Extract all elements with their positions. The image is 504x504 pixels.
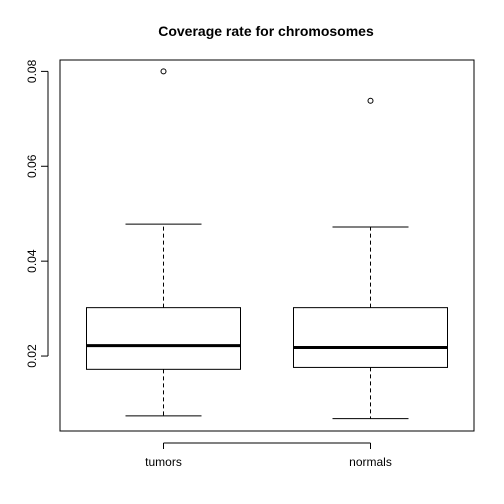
y-tick-label: 0.06 (25, 154, 39, 178)
box-normals (293, 97, 448, 420)
x-tick-label: normals (349, 455, 392, 469)
x-axis: tumors normals (145, 442, 392, 469)
outlier-point (160, 68, 167, 75)
boxes (86, 68, 448, 420)
box-tumors (86, 68, 241, 417)
iqr-box (293, 307, 448, 368)
y-tick-label: 0.08 (25, 59, 39, 83)
y-tick-label: 0.04 (25, 249, 39, 273)
chart-title: Coverage rate for chromosomes (158, 23, 374, 39)
outlier-point (367, 97, 374, 104)
plot-frame (59, 59, 475, 432)
iqr-box (86, 307, 241, 370)
y-axis: 0.02 0.04 0.06 0.08 (25, 59, 49, 368)
y-tick-label: 0.02 (25, 344, 39, 368)
x-tick-label: tumors (145, 455, 182, 469)
